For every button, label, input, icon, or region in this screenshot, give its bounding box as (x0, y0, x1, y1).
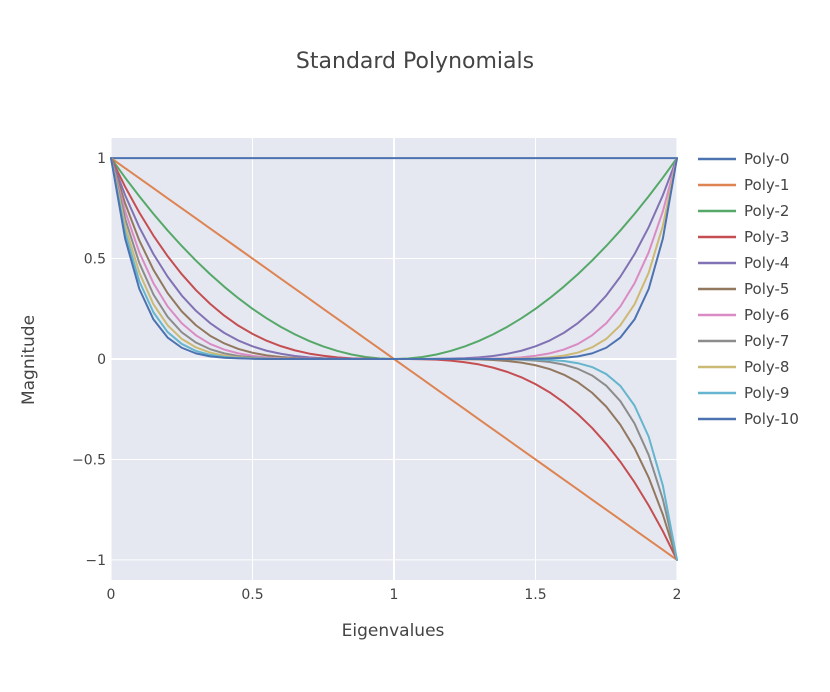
y-axis-ticks: −1 −0.5 0 0.5 1 (72, 151, 106, 569)
legend[interactable]: Poly-0 Poly-1 Poly-2 Poly-3 Poly-4 Poly-5 Poly… (698, 150, 799, 428)
x-tick-label: 0.5 (241, 587, 263, 603)
y-tick-label: 0.5 (84, 252, 106, 268)
legend-label: Poly-5 (744, 280, 789, 298)
legend-item-poly-1[interactable]: Poly-1 (698, 176, 789, 194)
legend-label: Poly-9 (744, 384, 789, 402)
x-tick-label: 1 (390, 587, 399, 603)
x-tick-label: 1.5 (524, 587, 546, 603)
legend-label: Poly-4 (744, 254, 789, 272)
legend-item-poly-2[interactable]: Poly-2 (698, 202, 789, 220)
legend-item-poly-5[interactable]: Poly-5 (698, 280, 789, 298)
legend-item-poly-0[interactable]: Poly-0 (698, 150, 789, 168)
chart-title: Standard Polynomials (296, 49, 534, 74)
legend-item-poly-9[interactable]: Poly-9 (698, 384, 789, 402)
legend-item-poly-7[interactable]: Poly-7 (698, 332, 789, 350)
legend-label: Poly-0 (744, 150, 789, 168)
y-tick-label: 0 (97, 352, 106, 368)
legend-item-poly-4[interactable]: Poly-4 (698, 254, 789, 272)
legend-item-poly-6[interactable]: Poly-6 (698, 306, 789, 324)
legend-label: Poly-3 (744, 228, 789, 246)
y-tick-label: −1 (85, 553, 106, 569)
series-line-poly-10 (110, 157, 678, 360)
y-axis-title: Magnitude (19, 315, 39, 405)
legend-label: Poly-6 (744, 306, 789, 324)
x-axis-ticks: 0 0.5 1 1.5 2 (107, 587, 682, 603)
x-tick-label: 0 (107, 587, 116, 603)
y-tick-label: 1 (97, 151, 106, 167)
legend-label: Poly-10 (744, 410, 799, 428)
legend-item-poly-10[interactable]: Poly-10 (698, 410, 799, 428)
legend-item-poly-3[interactable]: Poly-3 (698, 228, 789, 246)
legend-label: Poly-8 (744, 358, 789, 376)
legend-label: Poly-1 (744, 176, 789, 194)
legend-label: Poly-7 (744, 332, 789, 350)
legend-label: Poly-2 (744, 202, 789, 220)
legend-item-poly-8[interactable]: Poly-8 (698, 358, 789, 376)
x-tick-label: 2 (673, 587, 682, 603)
y-tick-label: −0.5 (72, 452, 106, 468)
x-axis-title: Eigenvalues (342, 621, 445, 641)
series-layer (110, 157, 678, 561)
